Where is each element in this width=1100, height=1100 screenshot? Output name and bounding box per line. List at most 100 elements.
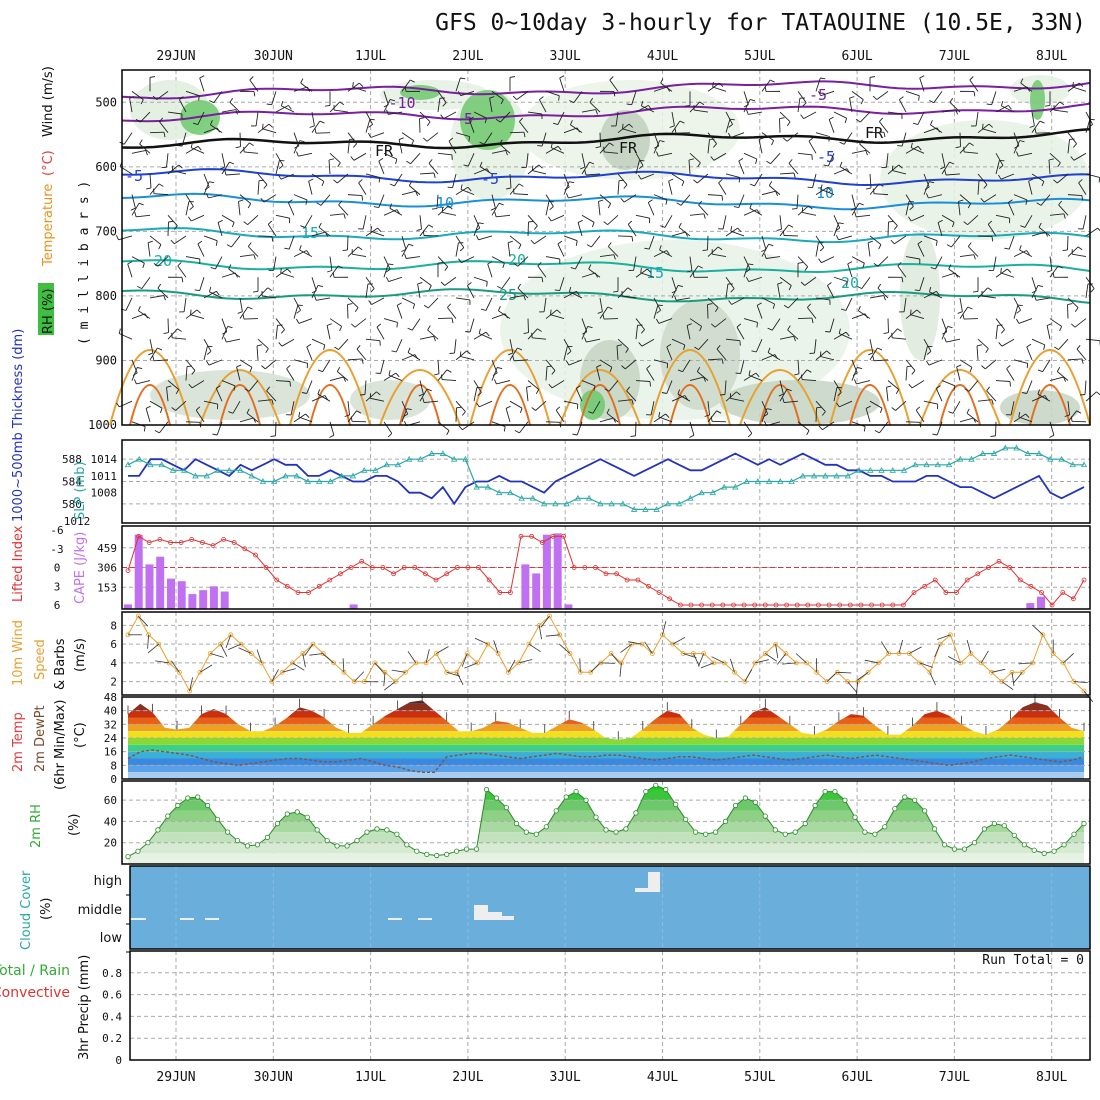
- temp-band: [128, 703, 1084, 711]
- rh-marker: [543, 824, 549, 830]
- wind-barb-10m: [309, 653, 324, 656]
- wind-barb-10m: [210, 653, 224, 658]
- wind-barb-flag: [548, 216, 552, 222]
- wind-barb: [923, 346, 928, 360]
- wind-barb: [959, 297, 963, 312]
- wind-barb-flag: [758, 137, 764, 141]
- wind-barb: [919, 277, 925, 291]
- wind-barb-flag: [1078, 179, 1083, 184]
- cape-bar: [167, 578, 175, 609]
- wind-barb: [905, 309, 918, 319]
- wind-barb-10m: [662, 621, 667, 635]
- wind-barb-flag: [897, 328, 902, 332]
- wind-barb-flag: [648, 105, 652, 110]
- wind-barb-flag: [236, 364, 242, 368]
- wind-barb-flag: [484, 118, 488, 124]
- cape-bar: [177, 581, 186, 609]
- wind-barb: [575, 256, 583, 270]
- wind-barb: [316, 297, 331, 301]
- rh-marker: [394, 831, 400, 837]
- wind-barb: [1040, 194, 1051, 206]
- wind-barb-flag: [1025, 413, 1030, 418]
- wind-barb-flag: [883, 295, 886, 301]
- wind-barb-flag: [838, 222, 844, 225]
- wind-barb: [839, 333, 853, 340]
- wind-barb: [599, 359, 613, 368]
- wind-barb-flag: [738, 158, 744, 162]
- rh-marker: [732, 802, 739, 809]
- wind-barb-10m: [225, 634, 232, 649]
- rh-marker: [344, 843, 350, 849]
- wind-barb: [293, 86, 308, 92]
- wind-barb-flag: [528, 220, 534, 223]
- wind-barb: [216, 421, 223, 436]
- rh-marker: [414, 848, 420, 854]
- wind-barb-flag: [1000, 267, 1002, 273]
- wind-barb-flag: [391, 350, 397, 353]
- wind-barb: [388, 374, 403, 381]
- li-marker: [762, 602, 768, 608]
- wind-barb: [358, 182, 367, 195]
- wind-barb: [599, 306, 609, 319]
- isotherm-label: 15: [301, 224, 319, 242]
- li-marker: [444, 571, 450, 577]
- li-marker: [1028, 583, 1034, 589]
- cloud-tick-label: low: [100, 931, 123, 946]
- wind-barb: [509, 235, 522, 245]
- wind-barb: [977, 287, 989, 299]
- wind-barb-flag: [821, 411, 826, 416]
- wind-barb-flag: [646, 268, 652, 273]
- wind-barb-flag: [361, 358, 364, 364]
- wind-barb-flag: [226, 244, 232, 248]
- wind-barb: [491, 90, 504, 100]
- wind-barb-flag: [495, 118, 501, 123]
- wind-barb-flag: [378, 158, 384, 162]
- wind-barb-flag: [343, 213, 346, 219]
- wind-barb-flag: [192, 122, 199, 126]
- wind-barb-flag: [209, 120, 213, 125]
- wind-barb-flag: [827, 282, 832, 286]
- wind-barb: [417, 284, 421, 298]
- wind-barb: [1067, 304, 1069, 319]
- chart-title: GFS 0~10day 3-hourly for TATAOUINE (10.5…: [435, 10, 1086, 36]
- wind-barb-flag: [1020, 225, 1026, 228]
- slp-marker: [698, 489, 705, 496]
- wind-barb-10m: [155, 660, 170, 664]
- wind-barb-flag: [427, 325, 431, 331]
- wind-barb: [851, 194, 856, 209]
- wind-barb: [239, 254, 254, 258]
- wind-barb: [714, 318, 727, 328]
- wind-barb: [203, 400, 218, 405]
- wind-barb-flag: [967, 242, 972, 247]
- wind-speed-marker: [927, 669, 933, 675]
- wind-barb-flag: [648, 199, 653, 203]
- wind-barb-flag: [890, 239, 895, 245]
- wind-barb-flag: [1058, 200, 1063, 206]
- wind-barb: [311, 277, 317, 291]
- wind-barb-10m: [610, 653, 621, 665]
- wind-barb: [586, 338, 601, 343]
- pressure-tick-label: 700: [95, 224, 117, 238]
- wind-barb: [299, 249, 313, 257]
- wind-barb-flag: [867, 240, 873, 244]
- wind-barb-flag: [681, 181, 685, 187]
- slp-marker: [597, 500, 604, 507]
- wind-barb-10m: [744, 669, 753, 682]
- wind-barb-flag: [177, 261, 182, 267]
- wind-barb: [1001, 338, 1015, 347]
- wind-speed-marker: [845, 679, 850, 684]
- rh-marker: [971, 840, 978, 846]
- wind-barb-10m: [147, 643, 160, 654]
- wind-barb: [519, 421, 529, 434]
- wind-barb-flag: [782, 230, 785, 236]
- wind-barb-flag: [730, 288, 735, 293]
- warm-contour: [759, 384, 801, 426]
- wind-barb-flag: [267, 220, 273, 225]
- wind-barb: [869, 295, 884, 299]
- rh-marker: [274, 820, 280, 827]
- wind-speed-marker: [762, 651, 768, 656]
- wind-barb: [969, 79, 979, 92]
- wind-barb: [209, 291, 223, 299]
- wind-barb: [401, 243, 409, 257]
- wind-barb-flag: [928, 286, 932, 292]
